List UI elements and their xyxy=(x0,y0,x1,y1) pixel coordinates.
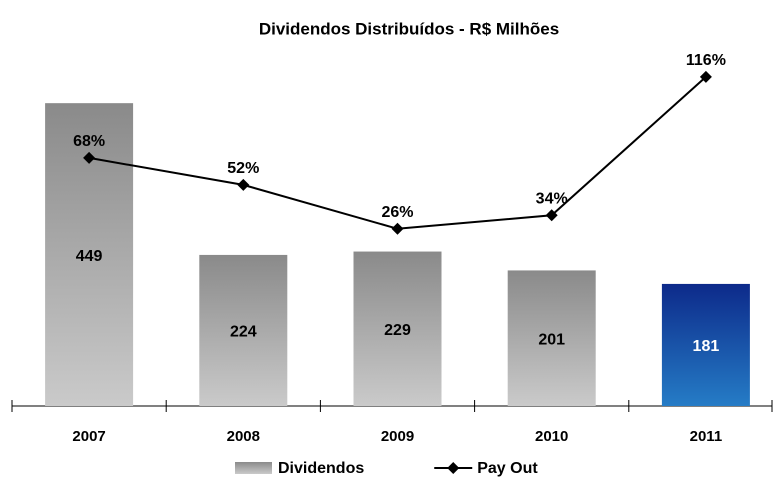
line-marker xyxy=(391,222,404,235)
x-tick-label: 2010 xyxy=(535,428,568,445)
bar-value-label: 201 xyxy=(538,331,565,348)
bar-value-label: 224 xyxy=(230,324,257,341)
line-marker xyxy=(83,151,96,164)
bar-value-label: 181 xyxy=(693,338,720,355)
bar xyxy=(199,254,288,406)
line-value-label: 68% xyxy=(73,133,105,150)
bar-value-label: 229 xyxy=(384,322,411,339)
legend-label: Pay Out xyxy=(477,460,538,477)
legend-marker xyxy=(447,462,460,474)
line-value-label: 116% xyxy=(686,52,726,69)
legend-swatch xyxy=(235,462,272,474)
x-tick-label: 2009 xyxy=(381,428,414,445)
bar xyxy=(507,270,596,406)
line-value-label: 52% xyxy=(227,160,259,177)
line-value-label: 34% xyxy=(536,190,568,207)
line-marker xyxy=(237,178,250,191)
line-marker xyxy=(699,70,712,83)
bar xyxy=(353,251,442,406)
x-tick-label: 2011 xyxy=(690,428,723,445)
x-tick-label: 2008 xyxy=(227,428,260,445)
bar xyxy=(661,283,750,406)
bar-value-label: 449 xyxy=(76,248,103,265)
legend-label: Dividendos xyxy=(278,460,364,477)
x-tick-label: 2007 xyxy=(72,428,105,445)
chart-title: Dividendos Distribuídos - R$ Milhões xyxy=(259,19,559,38)
line-value-label: 26% xyxy=(381,204,413,221)
line-marker xyxy=(545,209,558,222)
